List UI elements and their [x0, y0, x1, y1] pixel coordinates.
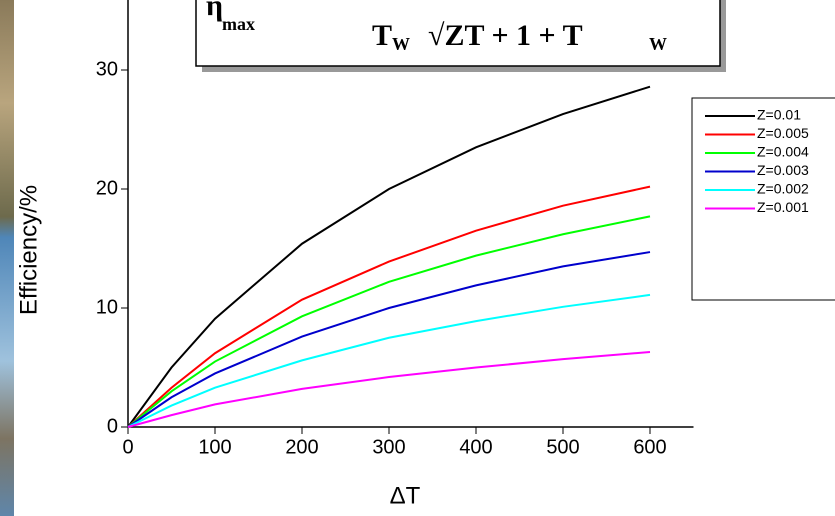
- legend-label: Z=0.01: [757, 107, 801, 123]
- series-line: [127, 351, 651, 428]
- series-line: [127, 251, 651, 428]
- formula-t: T: [372, 19, 392, 52]
- y-tick-label: 0: [107, 415, 118, 437]
- y-tick-label: 30: [96, 58, 118, 80]
- y-tick-label: 10: [96, 296, 118, 318]
- photo-strip: [0, 0, 14, 516]
- legend-label: Z=0.001: [757, 199, 809, 215]
- formula-box: [195, 0, 721, 67]
- series-line: [127, 293, 651, 428]
- y-axis-title: Efficiency/%: [15, 185, 42, 315]
- x-tick-label: 400: [459, 436, 492, 458]
- x-tick-label: 100: [198, 436, 231, 458]
- legend-label: Z=0.002: [757, 181, 809, 197]
- formula-root-sub: W: [649, 34, 667, 54]
- x-tick-label: 300: [372, 436, 405, 458]
- formula-t-sub: W: [392, 34, 410, 54]
- series-line: [127, 215, 651, 428]
- formula-eta: η: [206, 0, 223, 22]
- series-line: [127, 85, 651, 428]
- x-axis-title: ΔT: [390, 482, 421, 509]
- legend-label: Z=0.003: [757, 162, 809, 178]
- x-tick-label: 0: [122, 436, 133, 458]
- legend-box: [691, 97, 835, 301]
- legend-label: Z=0.005: [757, 125, 809, 141]
- x-tick-label: 500: [546, 436, 579, 458]
- series-line: [127, 185, 651, 428]
- formula-root: √ZT + 1 + T: [428, 19, 583, 52]
- y-tick-label: 20: [96, 177, 118, 199]
- x-tick-label: 200: [285, 436, 318, 458]
- x-tick-label: 600: [633, 436, 666, 458]
- formula-eta-sub: max: [222, 14, 255, 34]
- legend-label: Z=0.004: [757, 144, 809, 160]
